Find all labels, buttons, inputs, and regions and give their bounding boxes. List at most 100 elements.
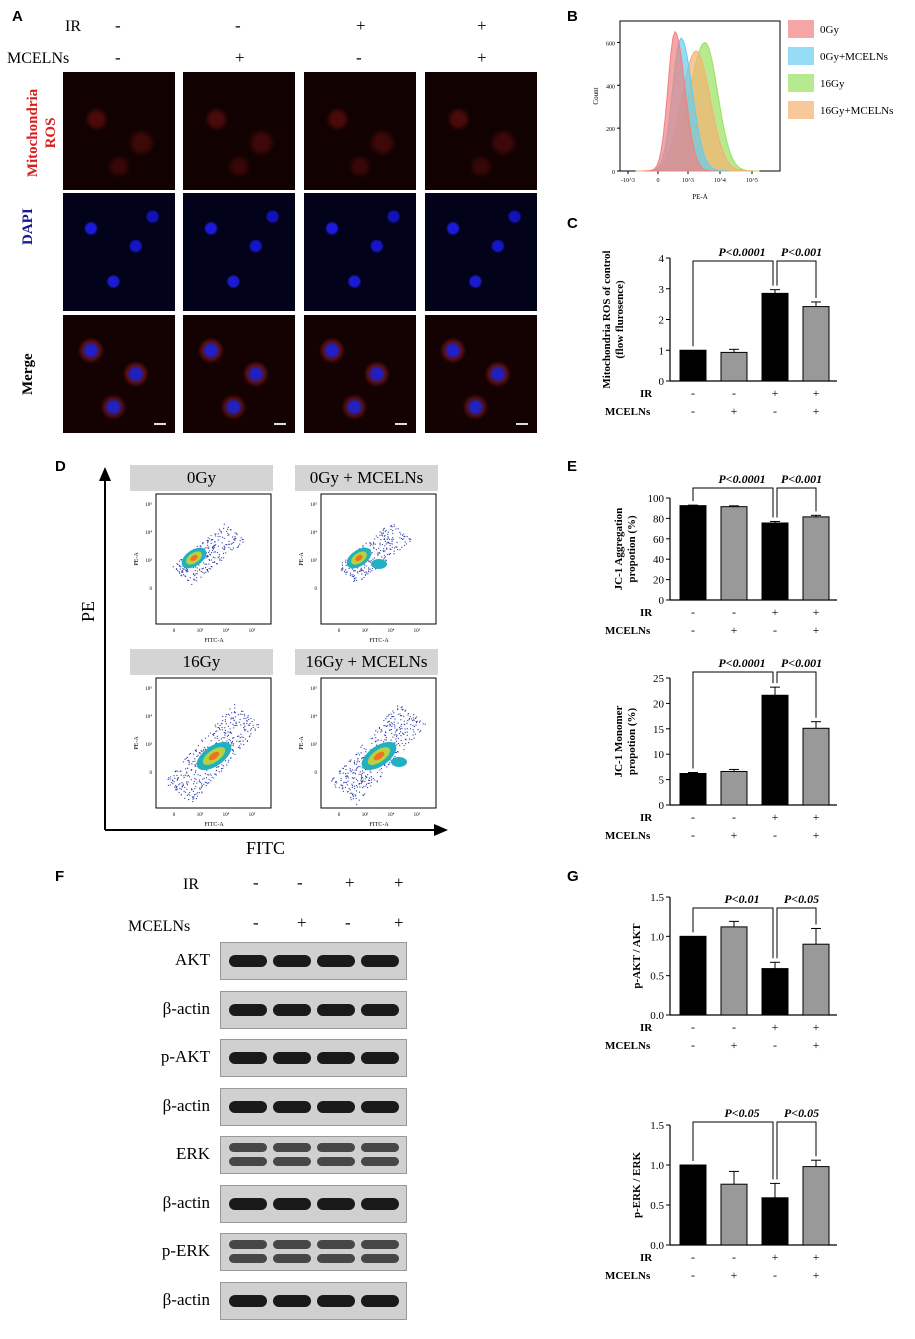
scatter-dot [399, 537, 401, 539]
scatter-dot [401, 727, 403, 729]
blot-label-7: β-actin [162, 1289, 210, 1309]
scatter-dot [387, 531, 390, 533]
scatter-dot [224, 734, 226, 736]
scatter-dot [349, 572, 352, 574]
scatter-dot [232, 743, 235, 745]
scatter-dot [245, 717, 247, 719]
ir-sign: - [732, 1250, 736, 1264]
scatter-dot [183, 790, 185, 792]
scatter-dot [199, 752, 201, 755]
scatter-dot [371, 567, 373, 570]
scatter-dot [341, 788, 344, 790]
scatter-dot [213, 548, 215, 550]
y-tick-label: 0.5 [650, 971, 664, 983]
scatter-dot [361, 770, 364, 772]
scatter-dot [199, 774, 201, 777]
scatter-dot [199, 788, 201, 790]
scatter-dot [358, 799, 360, 801]
scatter-dot [392, 736, 394, 738]
scatter-dot [342, 567, 344, 569]
scatter-dot [391, 526, 393, 528]
protein-band [273, 1052, 311, 1064]
scatter-y-tick: 0 [150, 587, 153, 592]
y-axis-label: propotion (%) [626, 515, 638, 583]
scatter-dot [225, 764, 228, 766]
western-blot-strip-0 [220, 942, 407, 980]
scatter-dot [231, 743, 233, 745]
scatter-dot [351, 786, 353, 788]
scatter-dot [370, 785, 372, 787]
scatter-dot [392, 537, 394, 539]
scatter-dot [377, 554, 379, 556]
scatter-dot [355, 763, 358, 765]
scatter-dot [193, 780, 195, 782]
scatter-y-tick: 10⁴ [310, 530, 317, 536]
scatter-dot [220, 738, 222, 740]
scatter-dot [178, 571, 180, 573]
scatter-dot [231, 748, 233, 751]
scatter-dot [196, 782, 198, 784]
scatter-dot [422, 723, 424, 725]
scatter-dot [412, 729, 414, 731]
scatter-dot [221, 729, 223, 731]
scatter-dot [206, 568, 209, 571]
scatter-dot [380, 532, 383, 534]
scatter-dot [417, 729, 419, 731]
scatter-dot [213, 734, 215, 736]
scatter-dot [355, 769, 357, 771]
y-tick-label: 1.0 [650, 1160, 664, 1172]
scatter-dot [341, 564, 344, 566]
scatter-dot [248, 736, 251, 738]
scatter-dot [207, 746, 209, 748]
scatter-dot [210, 740, 212, 742]
scatter-dot [362, 779, 364, 781]
ir-sign: - [732, 605, 736, 619]
scatter-dot [405, 742, 407, 745]
scatter-dot [399, 713, 401, 715]
protein-band [229, 1157, 267, 1166]
scatter-dot [215, 544, 217, 546]
scatter-dot [196, 755, 198, 758]
protein-band [361, 1254, 399, 1263]
scatter-dot [395, 528, 397, 530]
scatter-dot [355, 790, 358, 792]
scatter-dot [227, 526, 229, 528]
scatter-dot [210, 534, 212, 537]
protein-band [229, 1100, 267, 1113]
scatter-dot [414, 717, 416, 720]
scatter-dot [194, 569, 196, 572]
scatter-dot [407, 719, 409, 722]
scatter-dot [221, 547, 223, 549]
scatter-dot [389, 552, 391, 555]
scatter-dot [233, 737, 235, 739]
mcelns-sign: + [813, 828, 820, 842]
scatter-dot [239, 718, 241, 721]
scatter-dot [380, 739, 382, 741]
row-label-ir: IR [640, 812, 653, 824]
row-label-merge: Merge [20, 353, 36, 395]
scatter-dot [396, 541, 398, 543]
scatter-dot [207, 537, 209, 539]
scatter-dot [234, 753, 236, 756]
scatter-dot [218, 727, 221, 730]
scatter-dot [222, 715, 224, 718]
scatter-dot [390, 528, 392, 531]
scatter-dot [338, 770, 341, 773]
scatter-dot [253, 719, 255, 721]
scatter-dot [377, 537, 379, 539]
row-label-mcelns: MCELNs [605, 625, 651, 637]
protein-band [273, 1157, 311, 1166]
bar-0 [679, 773, 707, 806]
scatter-dot [227, 761, 229, 763]
scatter-dot [198, 779, 200, 781]
ir-sign: + [813, 1250, 820, 1264]
ir-sign: + [772, 810, 779, 824]
scatter-dot [393, 721, 395, 723]
scatter-dot [345, 564, 347, 566]
western-blot-strip-7 [220, 1281, 407, 1320]
row-label-ir: IR [640, 388, 653, 400]
scatter-x-tick: 10⁵ [414, 628, 421, 634]
scatter-dot [353, 760, 356, 762]
scatter-x-tick: 10⁴ [388, 812, 395, 818]
scatter-dot [213, 546, 216, 548]
